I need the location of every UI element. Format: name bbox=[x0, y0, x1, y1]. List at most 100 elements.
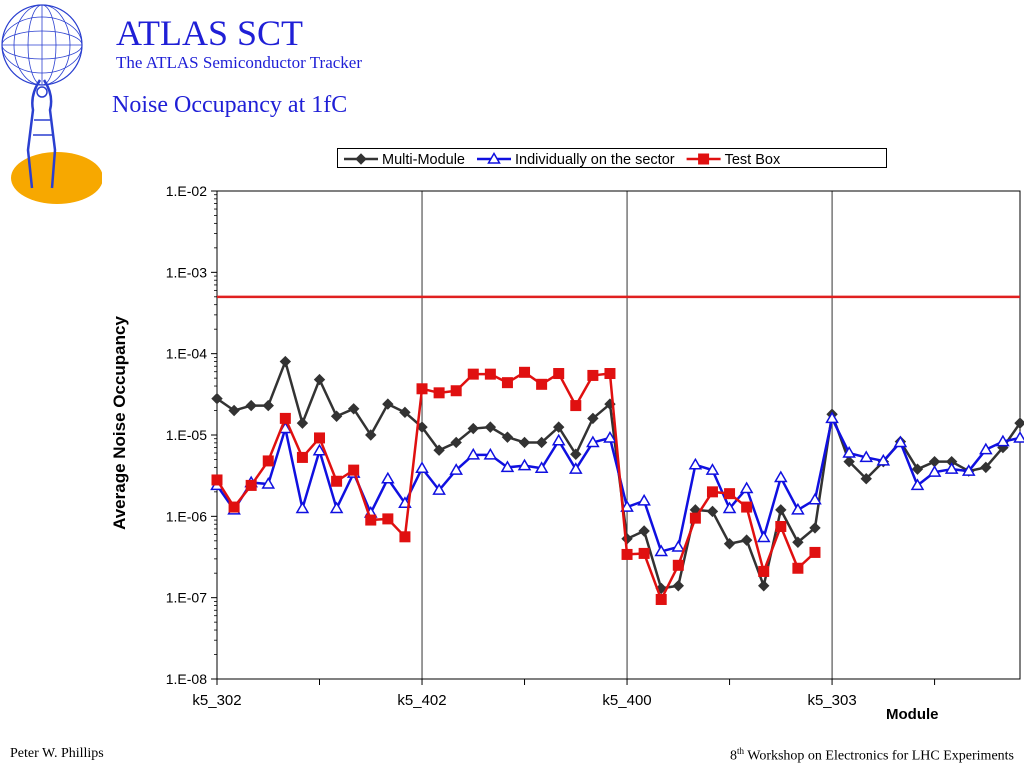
footer-workshop-number: 8 bbox=[729, 748, 737, 764]
data-point bbox=[519, 366, 531, 378]
data-point bbox=[329, 501, 344, 514]
data-point bbox=[570, 448, 582, 460]
data-point bbox=[314, 432, 326, 444]
data-point bbox=[705, 463, 720, 475]
data-point bbox=[467, 368, 479, 380]
legend-label: Multi-Module bbox=[382, 152, 465, 168]
data-point bbox=[911, 463, 924, 475]
data-point bbox=[741, 501, 753, 513]
data-point bbox=[893, 435, 908, 448]
legend-label: Test Box bbox=[725, 152, 781, 168]
data-point bbox=[484, 421, 497, 433]
data-point bbox=[245, 479, 257, 491]
data-point bbox=[688, 457, 703, 470]
data-point bbox=[620, 500, 634, 512]
data-point bbox=[740, 534, 753, 546]
data-point bbox=[775, 520, 787, 532]
data-point bbox=[415, 461, 429, 474]
data-point bbox=[722, 501, 737, 514]
data-point bbox=[859, 450, 874, 463]
data-point bbox=[347, 403, 360, 415]
data-point bbox=[671, 539, 686, 552]
data-point bbox=[758, 565, 770, 577]
footer-author: Peter W. Phillips bbox=[10, 746, 104, 761]
data-point bbox=[724, 488, 736, 500]
data-point bbox=[450, 385, 462, 397]
data-point bbox=[279, 355, 292, 368]
data-point bbox=[553, 368, 565, 380]
data-point bbox=[399, 531, 411, 543]
x-axis-label: Module bbox=[886, 706, 939, 723]
data-point bbox=[483, 447, 498, 460]
data-point bbox=[944, 462, 959, 474]
y-axis: 1.E-02 1.E-03 1.E-04 1.E-05 1.E-06 1.E-07 1.E-… bbox=[166, 183, 217, 687]
data-point bbox=[756, 530, 771, 543]
data-point bbox=[791, 502, 805, 515]
data-point bbox=[980, 461, 992, 474]
data-point bbox=[809, 522, 821, 534]
slide-title: Noise Occupancy at 1fC bbox=[112, 92, 348, 118]
data-point bbox=[536, 378, 548, 390]
data-point bbox=[739, 481, 754, 494]
data-point bbox=[586, 435, 600, 448]
data-point bbox=[860, 473, 872, 485]
data-point bbox=[382, 398, 394, 410]
data-point bbox=[621, 548, 633, 560]
footer-workshop: 8th Workshop on Electronics for LHC Expe… bbox=[730, 746, 1014, 765]
data-point bbox=[432, 483, 446, 495]
y-tick-label: 1.E-03 bbox=[166, 264, 207, 280]
data-point bbox=[500, 460, 515, 473]
x-tick-label: k5_302 bbox=[192, 692, 241, 709]
data-point bbox=[279, 412, 291, 424]
data-point bbox=[517, 458, 532, 471]
atlas-logo bbox=[1, 4, 110, 210]
data-point bbox=[774, 470, 788, 483]
data-point bbox=[399, 406, 411, 419]
data-point bbox=[792, 562, 804, 574]
data-point bbox=[706, 486, 718, 498]
data-point bbox=[638, 547, 650, 559]
data-point bbox=[211, 474, 223, 486]
data-point bbox=[979, 442, 993, 455]
data-point bbox=[467, 422, 479, 435]
y-tick-label: 1.E-06 bbox=[166, 508, 207, 524]
data-point bbox=[295, 501, 310, 514]
data-point bbox=[604, 368, 616, 380]
data-point bbox=[775, 504, 787, 516]
y-tick-label: 1.E-05 bbox=[166, 427, 207, 443]
data-point bbox=[655, 593, 667, 605]
y-tick-label: 1.E-02 bbox=[166, 183, 207, 199]
legend-entry-multi-module: Multi-Module bbox=[344, 152, 465, 168]
data-point bbox=[211, 392, 223, 405]
data-point bbox=[1014, 417, 1024, 429]
data-point bbox=[501, 431, 514, 443]
data-point bbox=[228, 404, 240, 417]
data-point bbox=[381, 471, 395, 484]
data-point bbox=[842, 446, 856, 458]
x-axis: k5_302 k5_402 k5_400 k5_303 bbox=[192, 191, 936, 709]
footer-workshop-ordinal: th bbox=[736, 746, 744, 756]
data-point bbox=[262, 455, 274, 467]
data-point bbox=[313, 373, 326, 386]
data-point bbox=[382, 513, 394, 525]
data-point bbox=[501, 377, 513, 389]
data-point bbox=[587, 412, 599, 425]
data-point bbox=[518, 436, 531, 449]
y-tick-label: 1.E-08 bbox=[166, 671, 207, 687]
data-point bbox=[312, 443, 327, 456]
legend-swatch-marker bbox=[355, 153, 367, 165]
footer-workshop-text: Workshop on Electronics for LHC Experime… bbox=[743, 748, 1014, 764]
header-title: ATLAS SCT bbox=[116, 13, 304, 53]
legend-label: Individually on the sector bbox=[515, 152, 675, 168]
data-point bbox=[416, 383, 428, 395]
data-point bbox=[433, 444, 445, 456]
data-point bbox=[672, 580, 685, 592]
series-line bbox=[215, 371, 816, 601]
data-point bbox=[638, 525, 650, 537]
data-point bbox=[654, 544, 669, 557]
legend-entry-test-box: Test Box bbox=[686, 152, 781, 168]
data-point bbox=[348, 464, 360, 476]
data-point bbox=[758, 580, 770, 592]
data-point bbox=[570, 400, 582, 412]
